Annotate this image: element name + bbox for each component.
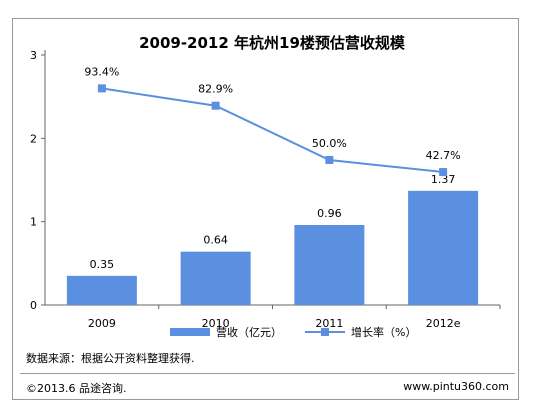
growth-rate-point bbox=[439, 168, 448, 177]
website-link[interactable]: www.pintu360.com bbox=[403, 380, 509, 393]
legend-swatch-growth-marker bbox=[321, 328, 329, 336]
copyright-text: ©2013.6 品途咨询. bbox=[26, 382, 127, 395]
growth-rate-label: 42.7% bbox=[426, 149, 461, 162]
chart-frame bbox=[12, 18, 519, 400]
bar-data-label: 1.37 bbox=[431, 173, 456, 186]
x-tick-label: 2009 bbox=[88, 317, 116, 330]
growth-rate-label: 82.9% bbox=[198, 83, 233, 96]
x-tick-label: 2010 bbox=[202, 317, 230, 330]
footer-divider bbox=[20, 373, 515, 374]
bar-revenue bbox=[294, 225, 365, 305]
y-tick-label: 2 bbox=[30, 132, 37, 145]
legend-swatch-revenue bbox=[170, 328, 210, 336]
growth-rate-label: 50.0% bbox=[312, 137, 347, 150]
growth-rate-label: 93.4% bbox=[84, 65, 119, 78]
data-source-note: 数据来源：根据公开资料整理获得. bbox=[26, 352, 195, 365]
chart-title: 2009-2012 年杭州19楼预估营收规模 bbox=[139, 34, 406, 52]
y-tick-label: 1 bbox=[30, 216, 37, 229]
growth-rate-point bbox=[211, 101, 220, 110]
growth-rate-line bbox=[101, 87, 444, 174]
bar-data-label: 0.35 bbox=[90, 258, 115, 271]
bar-revenue bbox=[408, 190, 479, 305]
growth-rate-point bbox=[325, 156, 334, 164]
y-tick-label: 3 bbox=[30, 49, 37, 62]
legend-label-growth: 增长率（%） bbox=[351, 325, 416, 339]
x-tick-label: 2011 bbox=[315, 317, 343, 330]
y-tick-label: 0 bbox=[30, 299, 37, 312]
legend-label-revenue: 营收（亿元） bbox=[216, 325, 282, 339]
bar-revenue bbox=[180, 251, 251, 305]
growth-rate-point bbox=[97, 84, 106, 93]
bar-data-label: 0.96 bbox=[317, 207, 342, 220]
x-tick-label: 2012e bbox=[426, 317, 461, 330]
bar-data-label: 0.64 bbox=[203, 234, 228, 247]
bar-revenue bbox=[66, 275, 137, 305]
